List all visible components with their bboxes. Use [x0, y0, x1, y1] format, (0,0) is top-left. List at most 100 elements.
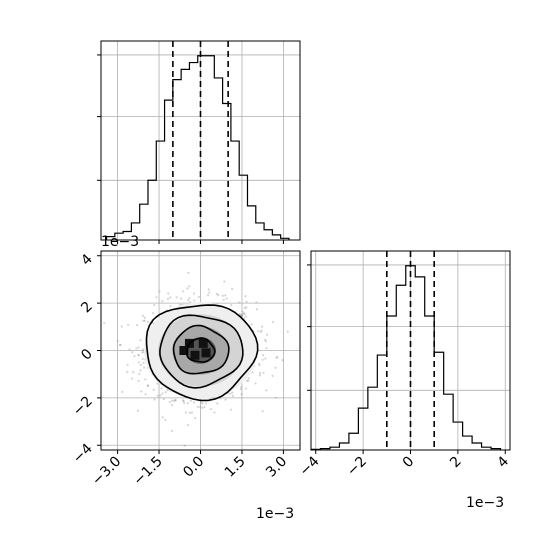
top-histogram-steps — [105, 55, 290, 240]
joint-point — [169, 296, 172, 299]
joint-point — [261, 358, 264, 361]
joint-x-offset-label: 1e−3 — [256, 506, 294, 522]
joint-point — [241, 314, 244, 317]
joint-core-cell-4 — [179, 346, 189, 355]
joint-point — [239, 387, 243, 391]
joint-point — [259, 330, 262, 333]
joint-point — [139, 369, 142, 372]
joint-point — [223, 280, 226, 283]
joint-point — [127, 323, 130, 326]
joint-point — [155, 296, 158, 299]
joint-point — [138, 372, 141, 376]
joint-x-tick-label-2: 0.0 — [180, 454, 207, 481]
joint-point — [217, 293, 220, 297]
joint-point — [275, 356, 278, 360]
joint-point — [243, 312, 246, 315]
joint-point — [229, 392, 232, 395]
right-x-tick-label-3: 2 — [447, 454, 465, 472]
joint-point — [188, 411, 191, 414]
joint-point — [161, 392, 164, 395]
joint-y-tick-label-2: 0 — [78, 346, 96, 364]
joint-point — [135, 347, 138, 350]
joint-point — [240, 393, 243, 396]
joint-point — [126, 363, 129, 366]
top-quantile-lines — [172, 41, 229, 240]
joint-point — [166, 297, 170, 301]
joint-point — [175, 296, 178, 299]
joint-point — [183, 444, 186, 447]
top-ticks — [97, 54, 284, 244]
joint-point — [241, 313, 244, 317]
joint-point — [247, 379, 250, 382]
joint-point — [207, 288, 210, 291]
joint-point — [213, 411, 216, 414]
joint-point — [265, 333, 269, 336]
joint-point — [250, 323, 253, 326]
joint-point — [225, 297, 228, 300]
joint-contour-1 — [172, 324, 230, 375]
joint-point — [260, 329, 263, 332]
joint-contour-3 — [145, 304, 259, 402]
joint-point — [260, 325, 264, 328]
joint-point — [132, 371, 135, 374]
joint-point — [153, 398, 156, 401]
joint-point — [231, 287, 234, 291]
joint-point — [193, 299, 196, 302]
joint-point — [146, 320, 150, 323]
joint-point — [140, 390, 143, 393]
joint-point — [151, 311, 155, 315]
joint-point — [141, 357, 144, 360]
joint-point — [247, 377, 250, 380]
joint-point — [142, 361, 145, 365]
right-quantile-lines — [386, 251, 435, 450]
joint-point — [215, 292, 219, 296]
joint-point — [182, 399, 185, 403]
joint-x-tick-label-1: −1.5 — [131, 454, 166, 489]
joint-point — [137, 346, 140, 349]
joint-point — [186, 423, 189, 427]
joint-point — [161, 300, 164, 303]
joint-point — [224, 294, 227, 297]
joint-point — [171, 399, 174, 402]
joint-y-tick-label-3: 2 — [78, 299, 96, 317]
top-histogram-panel: 1e−3 — [97, 40, 301, 250]
joint-point — [242, 312, 245, 315]
joint-point — [204, 402, 207, 405]
top-x-offset-label: 1e−3 — [101, 234, 139, 250]
joint-point — [136, 324, 139, 327]
joint-point — [244, 295, 247, 298]
joint-point — [158, 290, 161, 293]
joint-point — [251, 371, 254, 374]
joint-point — [244, 387, 247, 390]
joint-point — [261, 354, 265, 357]
joint-point — [265, 389, 268, 392]
right-gridlines — [311, 251, 510, 450]
joint-point — [241, 310, 244, 313]
joint-point — [162, 398, 165, 401]
joint-point — [144, 378, 147, 381]
joint-point — [187, 271, 190, 275]
joint-point — [265, 347, 268, 350]
joint-point — [271, 374, 274, 377]
joint-point — [137, 353, 140, 357]
joint-point — [141, 351, 144, 354]
joint-point — [240, 385, 243, 389]
joint-2d-panel: −3.0 −1.5 0.0 1.5 3.0 −4 −2 0 2 4 1e−3 — [70, 250, 301, 522]
joint-point — [274, 396, 277, 399]
joint-point — [245, 379, 249, 382]
joint-point — [258, 362, 261, 366]
joint-point — [196, 405, 199, 408]
joint-point — [143, 316, 146, 319]
joint-point — [221, 294, 224, 297]
joint-point — [206, 294, 210, 297]
joint-point — [197, 295, 200, 299]
joint-point — [174, 399, 177, 402]
joint-point — [276, 355, 279, 359]
joint-point — [274, 366, 277, 369]
joint-point — [172, 399, 176, 402]
joint-point — [156, 382, 159, 385]
joint-core-cell-2 — [190, 350, 200, 360]
joint-point — [224, 398, 227, 401]
joint-point — [159, 394, 162, 397]
